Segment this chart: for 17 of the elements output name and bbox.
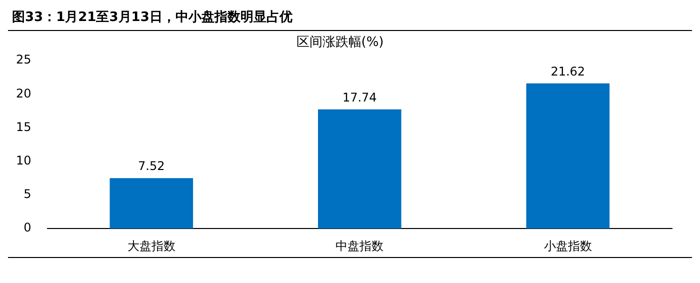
bar	[318, 109, 402, 229]
bar	[526, 83, 610, 229]
x-tick-label: 小盘指数	[544, 238, 592, 253]
bar	[110, 178, 194, 229]
y-tick-label: 15	[16, 120, 32, 134]
y-tick-label: 10	[16, 154, 32, 168]
y-tick-label: 25	[16, 52, 32, 67]
y-tick-label: 20	[16, 86, 32, 100]
y-tick-label: 5	[24, 187, 32, 202]
x-tick-label: 中盘指数	[336, 238, 384, 253]
data-label: 21.62	[550, 64, 586, 78]
x-tick-label: 大盘指数	[127, 238, 176, 253]
chart-title: 图33：1月21至3月13日，中小盘指数明显占优	[11, 9, 294, 27]
chart-subtitle: 区间涨跌幅(%)	[296, 35, 384, 50]
y-tick-label: 0	[24, 220, 32, 235]
data-label: 7.52	[138, 159, 165, 174]
data-label: 17.74	[342, 90, 377, 105]
